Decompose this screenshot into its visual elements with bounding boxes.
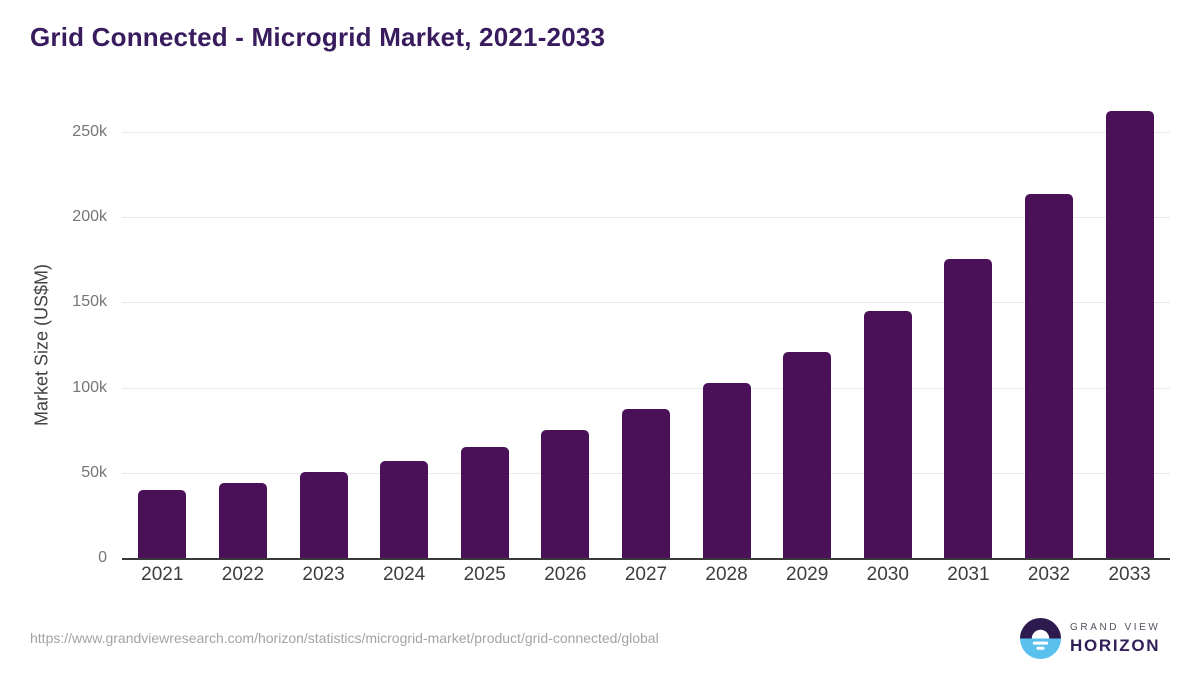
x-tick-label-2022: 2022: [221, 564, 265, 585]
brand-logo[interactable]: GRAND VIEW HORIZON: [1020, 618, 1160, 659]
bar-2033[interactable]: [1105, 111, 1154, 558]
bar-slot-2028: [686, 132, 767, 558]
bar-slot-2021: [122, 132, 203, 558]
bar-slot-2022: [203, 132, 284, 558]
bar-2032[interactable]: [1025, 194, 1073, 558]
bar-2025[interactable]: [460, 447, 509, 558]
x-tick-label-2030: 2030: [866, 564, 909, 585]
x-axis-labels: 2021 2022 2023 2024 2025 2026 2027 2028 2029 2030…: [122, 564, 1170, 586]
gridline-200k: [122, 217, 1170, 219]
x-tick-label-2024: 2024: [382, 564, 426, 585]
bar-slot-2027: [606, 132, 687, 558]
bar-slot-2033: [1089, 111, 1170, 558]
x-tick-label-2025: 2025: [463, 564, 506, 585]
x-tick-label-2028: 2028: [705, 564, 748, 585]
y-tick-label-250k: 250k: [72, 123, 107, 140]
bar-slot-2032: [1009, 132, 1090, 558]
horizon-logo-icon: [1020, 618, 1061, 659]
source-url: https://www.grandviewresearch.com/horizo…: [30, 630, 659, 646]
y-tick-label-50k: 50k: [81, 463, 107, 481]
bar-2021[interactable]: [138, 489, 187, 558]
bar-slot-2031: [928, 132, 1009, 558]
y-tick-label-0: 0: [98, 549, 107, 566]
bar-slot-2030: [847, 132, 928, 558]
y-axis-title: Market Size (US$M): [31, 263, 52, 427]
x-tick-label-2027: 2027: [624, 564, 668, 585]
y-tick-label-200k: 200k: [72, 208, 107, 226]
bar-2031[interactable]: [944, 259, 993, 558]
bar-slot-2023: [283, 132, 364, 558]
bar-2024[interactable]: [380, 461, 429, 558]
bar-slot-2025: [444, 132, 525, 558]
bar-2029[interactable]: [783, 351, 832, 558]
bars-row: [122, 111, 1170, 558]
x-tick-label-2021: 2021: [141, 564, 184, 585]
gridline-250k: [122, 132, 1170, 133]
bar-slot-2024: [364, 132, 445, 558]
bar-slot-2029: [767, 132, 848, 558]
y-tick-label-150k: 150k: [72, 293, 107, 311]
bar-2026[interactable]: [541, 430, 590, 558]
x-tick-label-2023: 2023: [302, 564, 345, 585]
plot-area: 0 50k 100k 150k 200k 250k: [72, 111, 1170, 566]
x-tick-label-2029: 2029: [786, 564, 829, 585]
logo-grand-view-text: GRAND VIEW: [1070, 621, 1161, 633]
logo-text: GRAND VIEW HORIZON: [1070, 622, 1160, 656]
bar-2022[interactable]: [218, 482, 267, 558]
x-tick-label-2026: 2026: [544, 564, 587, 585]
chart-title: Grid Connected - Microgrid Market, 2021-…: [30, 22, 606, 52]
bar-2023[interactable]: [299, 472, 348, 558]
bar-2030[interactable]: [863, 310, 912, 558]
x-tick-label-2031: 2031: [947, 564, 990, 585]
y-tick-label-100k: 100k: [72, 378, 107, 396]
gridline-100k: [122, 387, 1170, 389]
gridline-150k: [122, 302, 1170, 304]
logo-horizon-text: HORIZON: [1070, 635, 1161, 655]
bar-2027[interactable]: [621, 409, 670, 558]
x-tick-label-2032: 2032: [1027, 564, 1071, 585]
x-tick-label-2033: 2033: [1108, 564, 1151, 585]
bar-2028[interactable]: [702, 382, 751, 558]
bar-slot-2026: [525, 132, 606, 558]
